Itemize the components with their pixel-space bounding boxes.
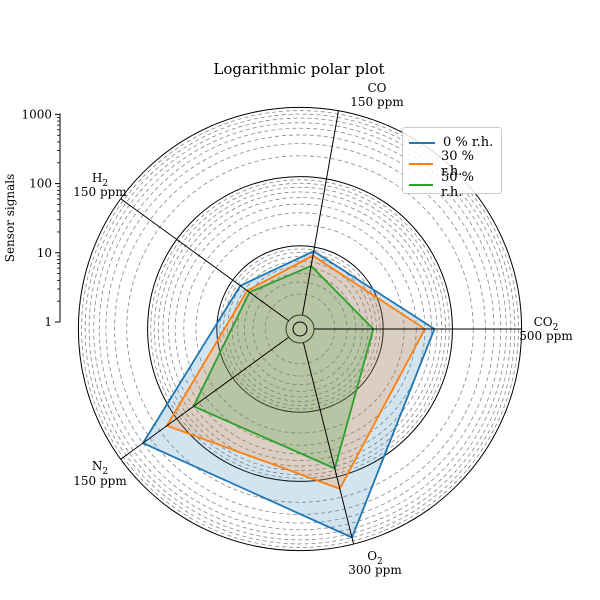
series-line-2 (192, 264, 375, 470)
y-axis-label: Sensor signals (3, 174, 17, 263)
legend-swatch (409, 183, 433, 186)
legend-swatch (409, 162, 433, 165)
axis-gas-label: CO2 (534, 315, 559, 333)
axis-gas-label: H2 (92, 171, 108, 189)
legend: 0 % r.h. 30 % r.h. 50 % r.h. (402, 127, 502, 200)
spoke-line (120, 198, 289, 322)
axis-gas-label: O2 (367, 549, 383, 567)
spoke-line (301, 110, 339, 316)
legend-label: 50 % r.h. (440, 169, 474, 200)
axis-gas-label: CO (367, 81, 386, 95)
legend-item: 50 % r.h. (409, 170, 495, 200)
spokes (120, 110, 522, 545)
y-tick-label: 10 (37, 246, 52, 260)
series-line-0 (141, 250, 436, 539)
y-axis: 1 10 100 1000 (21, 107, 61, 329)
axis-conc-label: 150 ppm (350, 95, 404, 109)
axis-conc-label: 150 ppm (73, 185, 127, 199)
y-tick-label: 100 (29, 177, 52, 191)
series-fill-0 (143, 251, 435, 538)
spoke-line (302, 342, 355, 545)
spoke-line (120, 336, 289, 460)
legend-item: 30 % r.h. (409, 149, 495, 179)
legend-label: 30 % r.h. (440, 148, 474, 179)
axis-gas-label: N2 (92, 459, 108, 477)
legend-item: 0 % r.h. (409, 132, 495, 153)
axis-conc-label: 150 ppm (73, 474, 127, 488)
legend-label: 0 % r.h. (443, 135, 494, 150)
y-tick-label: 1 (44, 315, 52, 329)
series-line-1 (165, 254, 427, 490)
center-marker (292, 321, 308, 337)
axis-conc-label: 500 ppm (519, 329, 573, 343)
axis-conc-label: 300 ppm (348, 563, 402, 577)
series-fill-1 (166, 255, 425, 489)
y-tick-label: 1000 (21, 107, 52, 121)
legend-swatch (409, 141, 435, 144)
chart-title: Logarithmic polar plot (213, 60, 384, 78)
series-layer (141, 250, 436, 539)
